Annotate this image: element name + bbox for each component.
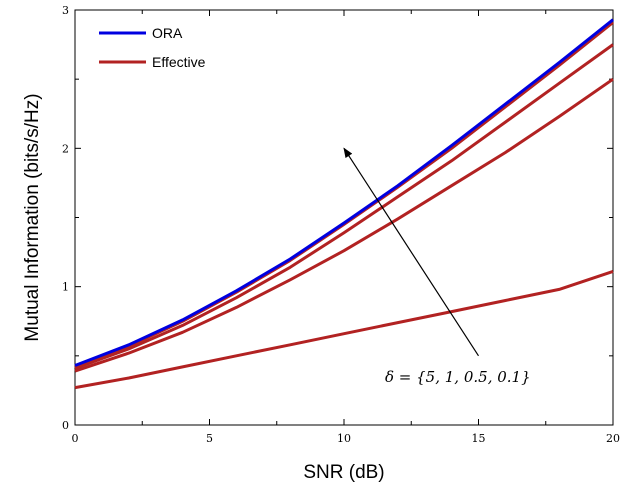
y-tick-label: 3 [62, 4, 69, 17]
x-tick-label: 10 [337, 432, 351, 445]
series-line-4 [74, 269, 614, 390]
x-axis-title: SNR (dB) [303, 462, 384, 483]
x-tick-label: 0 [72, 432, 79, 445]
y-axis-title: Mutual Information (bits/s/Hz) [22, 93, 43, 341]
x-tick-label: 20 [606, 432, 620, 445]
legend-label-0: ORA [152, 25, 183, 41]
x-tick-label: 5 [206, 432, 213, 445]
y-tick-label: 2 [62, 142, 69, 155]
series-line-1 [74, 21, 614, 369]
y-tick-label: 0 [62, 419, 69, 432]
annotation-label: δ = {5, 1, 0.5, 0.1} [385, 368, 531, 386]
series-line-0 [74, 18, 614, 367]
series-line-2 [74, 43, 614, 370]
x-tick-label: 15 [472, 432, 486, 445]
y-tick-label: 1 [62, 281, 69, 294]
series-line-3 [74, 77, 614, 373]
legend-label-1: Effective [152, 54, 206, 70]
annotation-arrow [343, 147, 480, 357]
plot-frame [74, 9, 614, 426]
